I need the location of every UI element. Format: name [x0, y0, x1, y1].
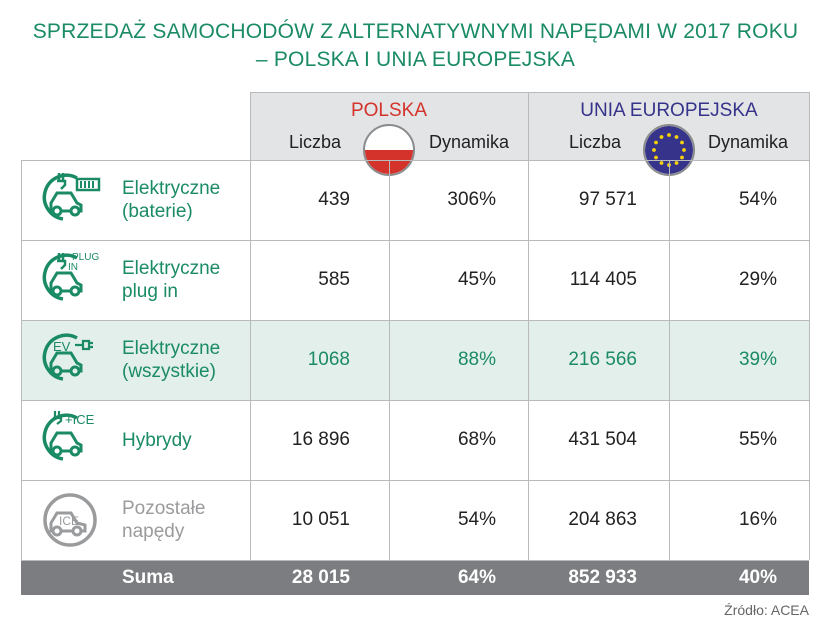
- car-battery-plug-icon: [42, 173, 101, 221]
- eu-dynamika-cell: 16%: [738, 509, 777, 530]
- total-pl-liczba: 28 015: [291, 566, 350, 588]
- total-label: Suma: [122, 566, 174, 588]
- eu-liczba-cell: 97 571: [578, 189, 637, 210]
- header-polska: POLSKA: [350, 100, 428, 121]
- grid-line: [21, 160, 809, 161]
- poland-flag-icon: [363, 124, 415, 176]
- total-eu-dynamika: 40%: [738, 566, 777, 588]
- pl-liczba-cell: 10 051: [291, 509, 350, 530]
- eu-liczba-cell: 114 405: [569, 269, 637, 290]
- ev-badge: EV: [53, 339, 71, 354]
- source-note: Źródło: ACEA: [724, 602, 809, 618]
- row-label-line-1: Elektryczne: [122, 338, 221, 359]
- ice-badge: ICE: [59, 514, 79, 528]
- grid-line: [21, 160, 22, 560]
- row-label: Elektryczne (wszystkie): [122, 320, 220, 400]
- title-line-2: – POLSKA I UNIA EUROPEJSKA: [255, 48, 576, 71]
- total-eu-liczba: 852 933: [568, 566, 637, 588]
- plug-badge-line-2: IN: [68, 262, 78, 273]
- car-ev-icon: EV: [42, 333, 93, 381]
- eu-star: [654, 155, 658, 160]
- eu-dynamika-cell: 39%: [738, 349, 777, 370]
- eu-star: [659, 161, 664, 165]
- pl-liczba-cell: 439: [318, 189, 350, 210]
- grid-line: [669, 160, 670, 560]
- table-row-total: Suma 28 015 64% 852 933 40%: [21, 560, 809, 595]
- eu-liczba-cell: 216 566: [568, 349, 637, 370]
- grid-line: [809, 92, 810, 560]
- grid-line: [528, 92, 529, 560]
- car-ice-icon: ICE: [43, 493, 97, 547]
- row-label-line-1: Elektryczne: [122, 258, 221, 279]
- row-label-line-2: plug in: [122, 281, 178, 302]
- table-row-highlighted: EV Elektryczne (wszystkie) 1068 88% 216 …: [21, 320, 809, 400]
- eu-dynamika-cell: 55%: [738, 429, 777, 450]
- eu-liczba-cell: 204 863: [568, 509, 637, 530]
- table-row: +ICE Hybrydy 16 896 68% 431 504 55%: [21, 400, 809, 480]
- eu-star: [680, 155, 684, 160]
- grid-line: [250, 92, 251, 560]
- pl-dynamika-cell: 68%: [457, 429, 496, 450]
- pl-dynamika-cell: 45%: [457, 269, 496, 290]
- eu-star: [680, 140, 684, 145]
- eu-star: [654, 140, 658, 145]
- grid-line: [21, 560, 809, 561]
- grid-line: [389, 160, 390, 560]
- title-line-1: SPRZEDAŻ SAMOCHODÓW Z ALTERNATYWNYMI NAP…: [32, 20, 799, 43]
- eu-dynamika-cell: 54%: [738, 189, 777, 210]
- row-label-line-1: Pozostałe: [122, 498, 206, 519]
- grid-line: [21, 480, 809, 481]
- eu-star: [674, 135, 679, 139]
- eu-star: [659, 135, 664, 139]
- pl-dynamika-cell: 88%: [457, 349, 496, 370]
- pl-dynamika-cell: 54%: [457, 509, 496, 530]
- header-eu-liczba: Liczba: [569, 132, 622, 152]
- header-eu-dynamika: Dynamika: [708, 132, 789, 152]
- grid-line: [21, 320, 809, 321]
- car-plug-in-icon: PLUG IN: [42, 252, 99, 301]
- pl-dynamika-cell: 306%: [447, 189, 496, 210]
- row-label-line-1: Hybrydy: [122, 429, 192, 451]
- grid-line: [21, 240, 809, 241]
- grid-line: [21, 400, 809, 401]
- row-label-line-2: napędy: [122, 521, 185, 542]
- eu-star: [667, 133, 671, 137]
- pl-liczba-cell: 16 896: [291, 429, 350, 450]
- grid-line: [250, 92, 809, 93]
- eu-star: [674, 161, 679, 165]
- header-pl-dynamika: Dynamika: [429, 132, 510, 152]
- total-pl-dynamika: 64%: [457, 566, 496, 588]
- plug-badge-line-1: PLUG: [72, 252, 99, 263]
- row-label: Pozostałe napędy: [122, 480, 205, 560]
- table-row: Elektryczne (baterie) 439 306% 97 571 54…: [21, 160, 809, 240]
- chart-title: SPRZEDAŻ SAMOCHODÓW Z ALTERNATYWNYMI NAP…: [0, 18, 831, 74]
- row-label: Elektryczne plug in: [122, 240, 220, 320]
- car-plus-ice-icon: +ICE: [42, 411, 95, 461]
- plus-ice-badge: +ICE: [65, 412, 95, 427]
- eu-star: [652, 148, 656, 152]
- row-label: Elektryczne (baterie): [122, 160, 220, 240]
- pl-liczba-cell: 585: [318, 269, 350, 290]
- row-label-line-1: Elektryczne: [122, 178, 221, 199]
- row-label-line-2: (baterie): [122, 201, 193, 222]
- header-eu: UNIA EUROPEJSKA: [580, 100, 758, 121]
- eu-liczba-cell: 431 504: [568, 429, 637, 450]
- row-label: Hybrydy: [122, 400, 192, 480]
- header-pl-liczba: Liczba: [289, 132, 342, 152]
- row-label-line-2: (wszystkie): [122, 361, 216, 382]
- table-row: ICE Pozostałe napędy 10 051 54% 204 863 …: [21, 480, 809, 560]
- eu-star: [682, 148, 686, 152]
- table-row: PLUG IN Elektryczne plug in 585 45% 114 …: [21, 240, 809, 320]
- pl-liczba-cell: 1068: [307, 349, 350, 370]
- eu-dynamika-cell: 29%: [738, 269, 777, 290]
